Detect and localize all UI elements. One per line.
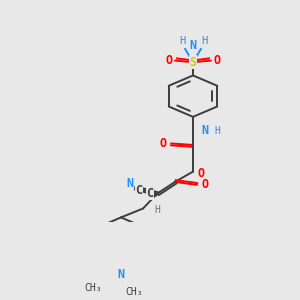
Text: N: N xyxy=(117,268,124,281)
Text: H: H xyxy=(154,205,160,215)
Text: C: C xyxy=(146,187,154,200)
Text: N: N xyxy=(126,177,134,190)
Text: N: N xyxy=(201,124,208,137)
Text: O: O xyxy=(159,137,167,150)
Text: O: O xyxy=(197,167,205,180)
Text: H: H xyxy=(214,126,220,136)
Text: S: S xyxy=(189,56,197,69)
Text: N: N xyxy=(189,39,197,52)
Text: H: H xyxy=(179,36,185,46)
Text: CH₃: CH₃ xyxy=(84,283,102,293)
Text: O: O xyxy=(201,178,208,191)
Text: O: O xyxy=(213,54,220,67)
Text: CH₃: CH₃ xyxy=(125,287,143,297)
Text: C: C xyxy=(135,184,142,197)
Text: H: H xyxy=(201,36,207,46)
Text: O: O xyxy=(165,54,172,67)
